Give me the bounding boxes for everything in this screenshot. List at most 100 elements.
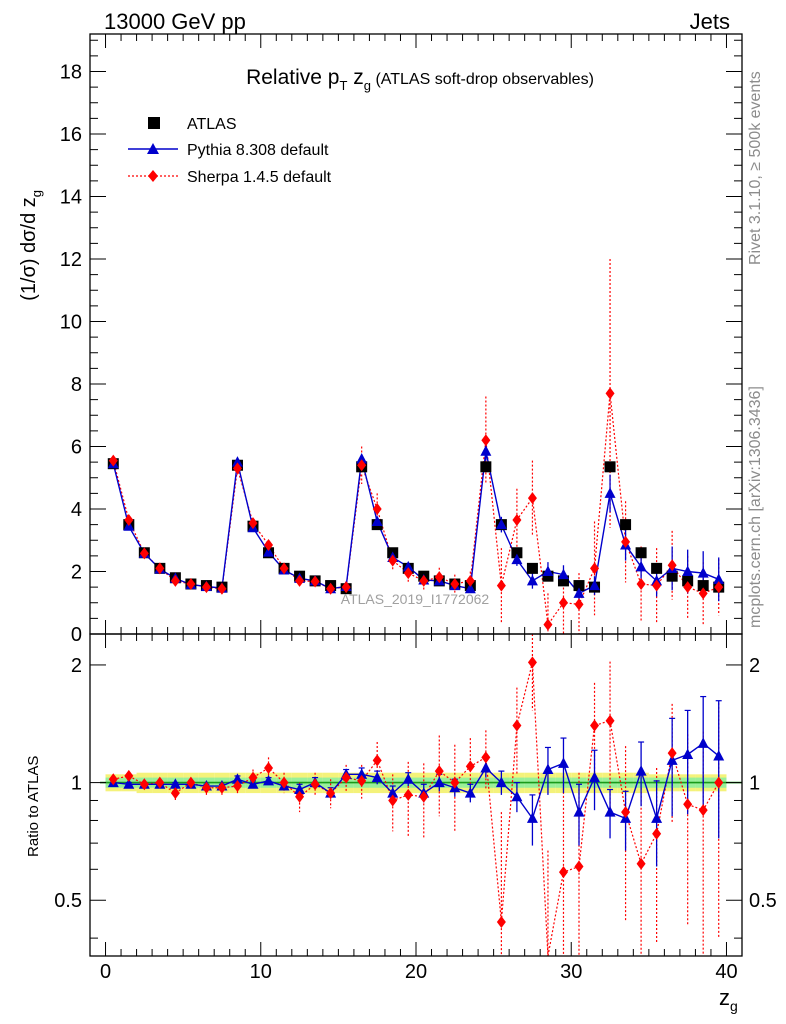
- sherpa-ratio-marker: [310, 778, 320, 791]
- sherpa-marker: [155, 562, 165, 575]
- pythia-ratio-marker: [526, 812, 538, 823]
- sherpa-marker: [667, 559, 677, 572]
- pythia-ratio-marker: [635, 765, 647, 776]
- sherpa-ratio-marker: [124, 769, 134, 782]
- sherpa-marker: [310, 575, 320, 588]
- analysis-watermark: ATLAS_2019_I1772062: [341, 591, 490, 607]
- pythia-marker: [402, 560, 414, 572]
- sherpa-ratio-marker: [388, 794, 398, 807]
- pythia-marker: [589, 579, 601, 591]
- x-axis-label-main: z: [719, 985, 730, 1010]
- title-main: Relative p: [246, 66, 339, 89]
- sherpa-marker: [527, 492, 537, 505]
- sherpa-marker: [590, 562, 600, 575]
- sherpa-ratio-marker: [714, 776, 724, 789]
- pythia-ratio-marker: [123, 778, 135, 789]
- pythia-marker: [511, 553, 523, 565]
- pythia-marker: [573, 587, 585, 598]
- legend: ATLAS Pythia 8.308 default Sherpa 1.4.5 …: [128, 116, 332, 186]
- pythia-ratio-marker: [511, 790, 523, 802]
- sherpa-marker: [279, 562, 289, 575]
- sherpa-marker: [636, 578, 646, 590]
- sherpa-ratio-marker: [683, 798, 693, 811]
- sherpa-marker: [403, 567, 413, 580]
- atlas-marker: [542, 570, 554, 582]
- legend-sherpa-marker: [148, 170, 158, 182]
- sherpa-ratio-marker: [621, 806, 631, 819]
- sherpa-ratio-marker: [652, 827, 662, 840]
- pythia-marker: [682, 565, 694, 576]
- atlas-marker: [635, 547, 647, 559]
- y-tick-label: 4: [71, 499, 82, 521]
- ratio-tick-label-left: 0.5: [54, 890, 82, 912]
- ratio-axis-label: Ratio to ATLAS: [25, 756, 42, 857]
- pythia-marker: [464, 582, 476, 594]
- sherpa-marker: [232, 462, 242, 475]
- y-tick-label: 8: [71, 374, 82, 396]
- sherpa-ratio-marker: [357, 774, 367, 787]
- legend-pythia-marker: [147, 143, 159, 154]
- pythia-ratio-marker: [589, 771, 601, 783]
- y-tick-label: 2: [71, 562, 82, 584]
- pythia-marker: [231, 456, 243, 467]
- sherpa-marker: [481, 434, 491, 447]
- pythia-ratio-marker: [573, 806, 585, 817]
- pythia-marker: [356, 453, 368, 464]
- legend-sherpa-label: Sherpa 1.4.5 default: [187, 169, 332, 186]
- y-axis-label: (1/σ) dσ/d zg: [18, 190, 44, 301]
- pythia-marker: [542, 565, 554, 576]
- sherpa-ratio-marker: [170, 787, 180, 800]
- sherpa-marker: [543, 618, 553, 631]
- sherpa-ratio-marker: [341, 771, 351, 784]
- sherpa-marker: [698, 587, 708, 600]
- pythia-ratio-line: [113, 742, 720, 821]
- sherpa-marker: [357, 459, 367, 472]
- sherpa-ratio-marker: [108, 773, 118, 786]
- atlas-marker: [666, 570, 678, 582]
- ratio-tick-label-left: 2: [71, 655, 82, 677]
- sherpa-marker: [372, 503, 382, 515]
- legend-pythia-label: Pythia 8.308 default: [187, 142, 329, 159]
- sherpa-marker: [419, 574, 429, 587]
- x-axis-label: zg: [719, 985, 738, 1014]
- title-mid: z: [347, 66, 363, 89]
- title-sub1: T: [339, 78, 347, 93]
- pythia-ratio-marker: [557, 757, 569, 768]
- pythia-ratio-marker: [402, 773, 414, 784]
- pythia-marker: [604, 487, 616, 498]
- sherpa-marker: [558, 596, 568, 609]
- sherpa-ratio-marker: [636, 857, 646, 870]
- pythia-marker: [557, 568, 569, 580]
- pythia-ratio-marker: [464, 787, 476, 798]
- sherpa-ratio-marker: [605, 714, 615, 727]
- atlas-marker: [511, 547, 523, 559]
- sherpa-ratio-marker: [217, 781, 227, 794]
- legend-atlas-label: ATLAS: [187, 116, 237, 133]
- atlas-marker: [557, 575, 569, 587]
- sherpa-marker: [574, 598, 584, 611]
- sherpa-ratio-marker: [279, 776, 289, 789]
- y-tick-label: 0: [71, 624, 82, 646]
- sherpa-ratio-marker: [419, 790, 429, 803]
- pythia-marker: [480, 445, 492, 456]
- pythia-ratio-marker: [651, 812, 663, 823]
- y-tick-label: 12: [60, 249, 82, 271]
- pythia-marker: [697, 567, 709, 578]
- ratio-panel-frame: [89, 633, 743, 957]
- atlas-marker: [620, 519, 632, 531]
- atlas-marker: [573, 580, 585, 592]
- sherpa-ratio-marker: [232, 780, 242, 793]
- pythia-marker: [526, 574, 538, 586]
- x-tick-label: 10: [250, 961, 272, 983]
- atlas-marker: [526, 562, 538, 574]
- sherpa-ratio-marker: [512, 719, 522, 732]
- sherpa-marker: [186, 578, 196, 590]
- sherpa-marker: [512, 513, 522, 526]
- category-label: Jets: [690, 9, 730, 34]
- sherpa-ratio-marker: [155, 776, 165, 789]
- sherpa-ratio-marker: [667, 747, 677, 760]
- x-tick-label: 0: [100, 961, 111, 983]
- sherpa-ratio-marker: [403, 788, 413, 801]
- ratio-data-layer: [107, 634, 725, 957]
